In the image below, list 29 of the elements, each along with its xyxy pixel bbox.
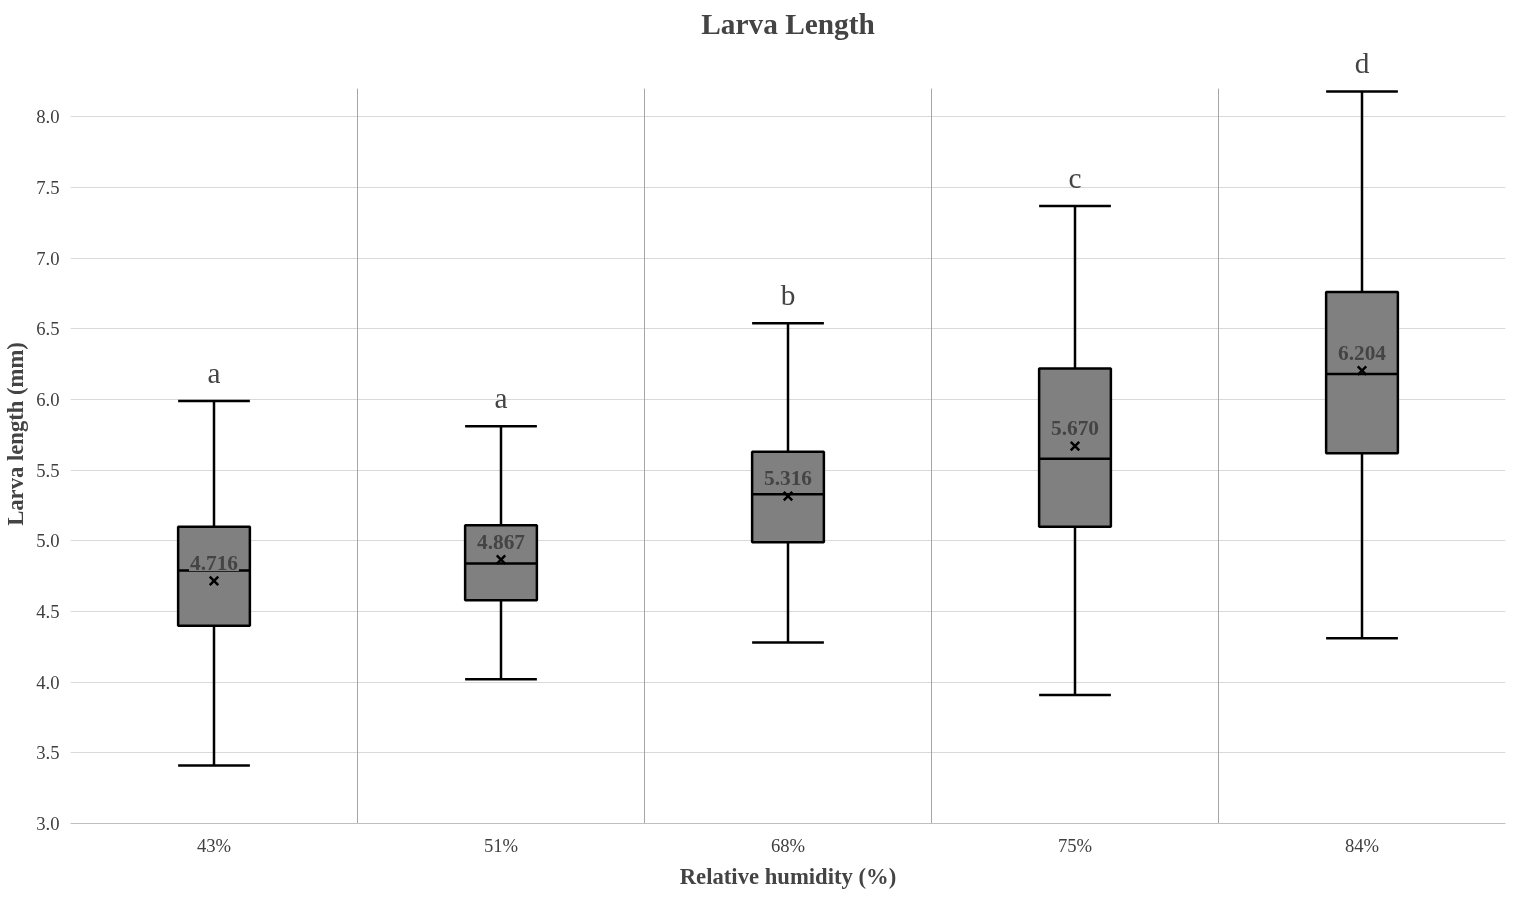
x-tick-label: 75% bbox=[1057, 834, 1093, 856]
y-tick-label: 4.0 bbox=[36, 671, 60, 693]
text: d bbox=[1354, 47, 1370, 80]
text: 4.716 bbox=[190, 550, 239, 575]
annotation: a bbox=[207, 356, 221, 389]
x-tick-label: 43% bbox=[196, 834, 232, 856]
y-tick-label: 5.0 bbox=[36, 530, 60, 552]
y-tick-label: 7.0 bbox=[36, 247, 60, 269]
text: 4.867 bbox=[477, 529, 526, 554]
y-tick-label: 6.0 bbox=[36, 389, 60, 411]
x-tick-label: 84% bbox=[1344, 834, 1380, 856]
y-tick-label: 5.5 bbox=[36, 459, 60, 481]
y-tick-label: 6.5 bbox=[36, 318, 60, 340]
text: 5.670 bbox=[1051, 416, 1100, 441]
y-tick-label: 3.0 bbox=[36, 813, 60, 834]
annotation: c bbox=[1068, 161, 1082, 194]
text: 5.316 bbox=[764, 466, 813, 491]
x-tick-label: 51% bbox=[483, 834, 519, 856]
y-tick-label: 7.5 bbox=[36, 177, 60, 199]
annotation: a bbox=[494, 382, 508, 415]
annotation: b bbox=[780, 279, 796, 312]
y-axis-title: Larva length (mm) bbox=[3, 342, 29, 526]
chart-title: Larva Length bbox=[701, 7, 875, 40]
x-tick-label: 68% bbox=[770, 834, 806, 856]
text: 6.204 bbox=[1338, 340, 1387, 365]
y-tick-label: 4.5 bbox=[36, 601, 60, 623]
y-tick-label: 3.5 bbox=[36, 742, 60, 764]
x-axis-title: Relative humidity (%) bbox=[679, 863, 897, 889]
y-tick-label: 8.0 bbox=[36, 106, 60, 128]
